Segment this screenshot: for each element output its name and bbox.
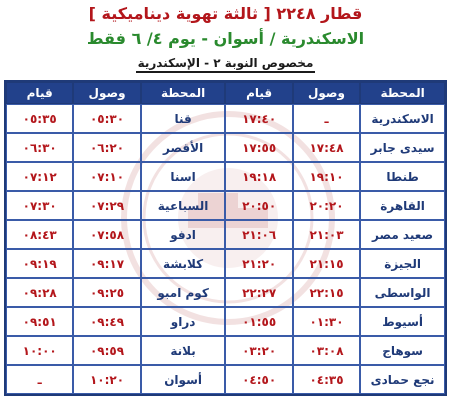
left-departure-time: ٠٩:٢٨: [6, 278, 74, 307]
right-departure-time: ١٧:٤٠: [225, 104, 293, 133]
col-header-right-departure: قيام: [225, 82, 293, 104]
left-station-name: السباعية: [140, 191, 226, 220]
left-station-name: دراو: [140, 307, 226, 336]
service-subtitle-text: مخصوص النوبة ٢ - الإسكندرية: [135, 56, 316, 73]
right-departure-time: ٠٣:٢٠: [225, 336, 293, 365]
left-departure-time: ٠٦:٣٠: [6, 133, 74, 162]
left-arrival-time: ١٠:٢٠: [73, 365, 141, 394]
left-departure-time: ٠٧:٣٠: [6, 191, 74, 220]
right-station-name: طنطا: [360, 162, 445, 191]
table-row: ٠٥:٣٥ ٠٥:٣٠ قنا ١٧:٤٠ ـ الاسكندرية: [6, 104, 445, 133]
left-departure-time: ١٠:٠٠: [6, 336, 74, 365]
right-departure-time: ٢٢:٢٧: [225, 278, 293, 307]
col-header-left-departure: قيام: [6, 82, 74, 104]
right-arrival-time: ٠٣:٠٨: [292, 336, 361, 365]
right-station-name: سيدى جابر: [360, 133, 445, 162]
col-header-right-station: المحطة: [360, 82, 445, 104]
right-station-name: نجع حمادى: [360, 365, 445, 394]
right-departure-time: ١٧:٥٥: [225, 133, 293, 162]
right-departure-time: ٠٤:٥٠: [225, 365, 293, 394]
table-row: ـ ١٠:٢٠ أسوان ٠٤:٥٠ ٠٤:٣٥ نجع حمادى: [6, 365, 445, 394]
left-station-name: أسوان: [140, 365, 226, 394]
left-departure-time: ٠٨:٤٣: [6, 220, 74, 249]
right-departure-time: ٢١:٢٠: [225, 249, 293, 278]
col-header-left-station: المحطة: [140, 82, 226, 104]
right-arrival-time: ٠٤:٣٥: [292, 365, 361, 394]
right-departure-time: ٠١:٥٥: [225, 307, 293, 336]
table-row: ١٠:٠٠ ٠٩:٥٩ بلانة ٠٣:٢٠ ٠٣:٠٨ سوهاج: [6, 336, 445, 365]
table-row: ٠٧:١٢ ٠٧:١٠ اسنا ١٩:١٨ ١٩:١٠ طنطا: [6, 162, 445, 191]
right-departure-time: ٢١:٠٦: [225, 220, 293, 249]
left-departure-time: ٠٧:١٢: [6, 162, 74, 191]
right-station-name: سوهاج: [360, 336, 445, 365]
right-station-name: صعيد مصر: [360, 220, 445, 249]
right-arrival-time: ٢٠:٢٠: [292, 191, 361, 220]
right-arrival-time: ٢١:٠٣: [292, 220, 361, 249]
table-row: ٠٨:٤٣ ٠٧:٥٨ ادفو ٢١:٠٦ ٢١:٠٣ صعيد مصر: [6, 220, 445, 249]
left-arrival-time: ٠٩:١٧: [73, 249, 141, 278]
schedule-header-row: قيام وصول المحطة قيام وصول المحطة: [6, 82, 445, 104]
table-row: ٠٩:٢٨ ٠٩:٢٥ كوم امبو ٢٢:٢٧ ٢٢:١٥ الواسطى: [6, 278, 445, 307]
schedule-table: قيام وصول المحطة قيام وصول المحطة ٠٥:٣٥ ٠…: [4, 80, 447, 396]
right-arrival-time: ٠١:٣٠: [292, 307, 361, 336]
table-row: ٠٧:٣٠ ٠٧:٢٩ السباعية ٢٠:٥٠ ٢٠:٢٠ القاهرة: [6, 191, 445, 220]
left-station-name: ادفو: [140, 220, 226, 249]
right-arrival-time: ١٩:١٠: [292, 162, 361, 191]
right-station-name: القاهرة: [360, 191, 445, 220]
route-title: الاسكندرية / أسوان - يوم ٤/ ٦ فقط: [86, 29, 365, 48]
right-station-name: الجيزة: [360, 249, 445, 278]
right-arrival-time: ٢١:١٥: [292, 249, 361, 278]
page-header: قطار ٢٢٤٨ [ ثالثة تهوية ديناميكية ] الاس…: [0, 0, 451, 84]
left-station-name: بلانة: [140, 336, 226, 365]
right-station-name: الواسطى: [360, 278, 445, 307]
service-subtitle: مخصوص النوبة ٢ - الإسكندرية: [0, 54, 451, 73]
train-title: قطار ٢٢٤٨ [ ثالثة تهوية ديناميكية ]: [88, 4, 363, 23]
left-station-name: قنا: [140, 104, 226, 133]
left-arrival-time: ٠٧:١٠: [73, 162, 141, 191]
col-header-left-arrival: وصول: [73, 82, 141, 104]
col-header-right-arrival: وصول: [292, 82, 361, 104]
right-station-name: الاسكندرية: [360, 104, 445, 133]
right-station-name: أسيوط: [360, 307, 445, 336]
left-departure-time: ٠٩:١٩: [6, 249, 74, 278]
left-arrival-time: ٠٩:٢٥: [73, 278, 141, 307]
right-arrival-time: ـ: [292, 104, 361, 133]
left-departure-time: ٠٥:٣٥: [6, 104, 74, 133]
right-arrival-time: ١٧:٤٨: [292, 133, 361, 162]
left-arrival-time: ٠٧:٥٨: [73, 220, 141, 249]
left-departure-time: ٠٩:٥١: [6, 307, 74, 336]
right-departure-time: ٢٠:٥٠: [225, 191, 293, 220]
left-station-name: كوم امبو: [140, 278, 226, 307]
table-row: ٠٩:١٩ ٠٩:١٧ كلابشة ٢١:٢٠ ٢١:١٥ الجيزة: [6, 249, 445, 278]
left-arrival-time: ٠٧:٢٩: [73, 191, 141, 220]
left-arrival-time: ٠٦:٢٠: [73, 133, 141, 162]
right-arrival-time: ٢٢:١٥: [292, 278, 361, 307]
left-station-name: الأقصر: [140, 133, 226, 162]
left-departure-time: ـ: [6, 365, 74, 394]
left-arrival-time: ٠٩:٤٩: [73, 307, 141, 336]
right-departure-time: ١٩:١٨: [225, 162, 293, 191]
table-row: ٠٩:٥١ ٠٩:٤٩ دراو ٠١:٥٥ ٠١:٣٠ أسيوط: [6, 307, 445, 336]
left-station-name: كلابشة: [140, 249, 226, 278]
table-row: ٠٦:٣٠ ٠٦:٢٠ الأقصر ١٧:٥٥ ١٧:٤٨ سيدى جابر: [6, 133, 445, 162]
left-station-name: اسنا: [140, 162, 226, 191]
left-arrival-time: ٠٩:٥٩: [73, 336, 141, 365]
left-arrival-time: ٠٥:٣٠: [73, 104, 141, 133]
